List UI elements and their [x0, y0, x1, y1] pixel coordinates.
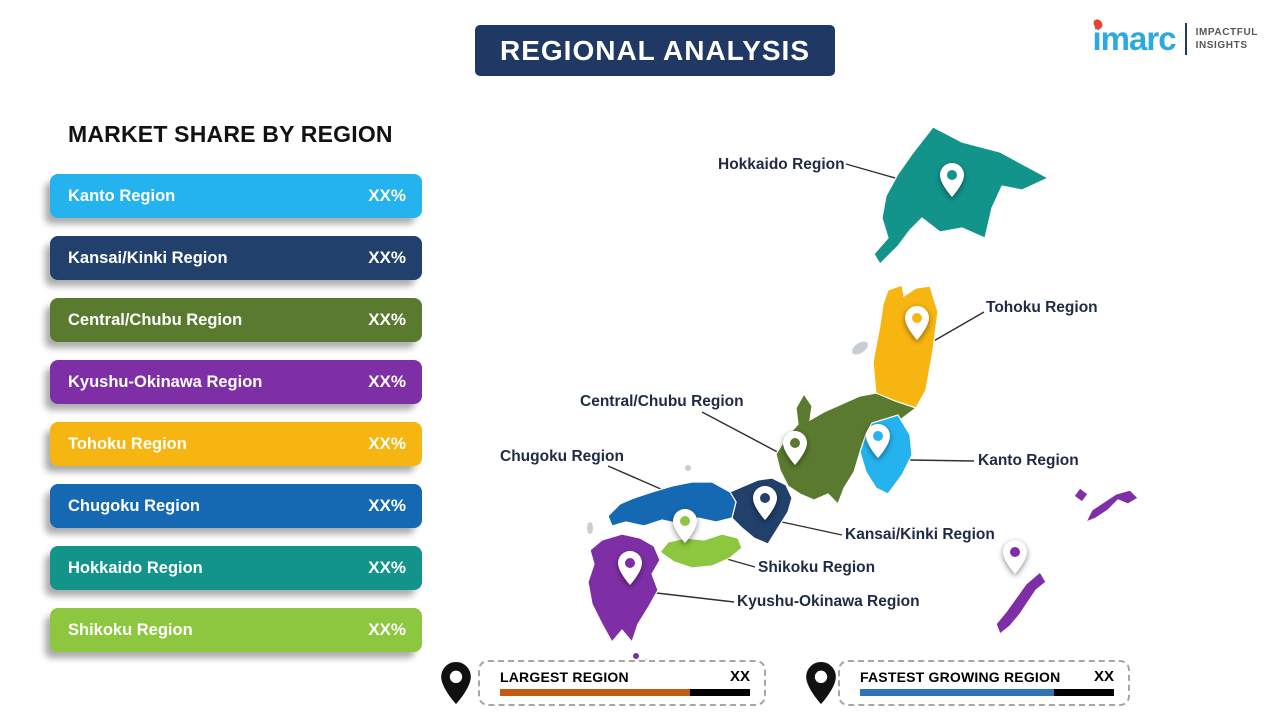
share-bar-label: Hokkaido Region [68, 558, 203, 577]
pin-chubu [783, 431, 807, 465]
leader-kanto [909, 459, 975, 462]
pin-kanto [866, 424, 890, 458]
map-label-kanto: Kanto Region [978, 452, 1079, 469]
map-island-sado [852, 341, 868, 355]
map-island-tsushima [587, 522, 593, 534]
pin-kyushu [618, 551, 642, 585]
japan-map [587, 126, 1139, 665]
fastest-region-value: XX [1093, 668, 1114, 685]
map-island-oki [685, 465, 691, 471]
fastest-region-pin-icon [806, 662, 836, 704]
map-region-hokkaido [873, 126, 1050, 265]
logo-tagline-line2: INSIGHTS [1195, 39, 1248, 51]
fastest-region-bar-main [860, 689, 1054, 696]
pin-okinawa [1003, 540, 1027, 574]
fastest-region-label: FASTEST GROWING REGION [860, 668, 1061, 685]
leader-kansai [781, 521, 843, 536]
imarc-logo-wordmark: imarc [1091, 17, 1177, 57]
share-bar-value: XX% [368, 496, 406, 515]
leader-chugoku [607, 465, 671, 494]
logo-divider [1184, 22, 1187, 55]
map-label-tohoku: Tohoku Region [986, 299, 1098, 316]
share-bar-hokkaido: Hokkaido Region XX% [50, 546, 422, 590]
pin-kansai [753, 486, 777, 520]
largest-region-bar-tail [690, 689, 750, 696]
leader-chubu [701, 411, 786, 457]
share-bar-kanto: Kanto Region XX% [50, 174, 422, 218]
share-bar-kansai: Kansai/Kinki Region XX% [50, 236, 422, 280]
share-bar-label: Chugoku Region [68, 496, 200, 515]
map-region-kyushu [587, 533, 661, 644]
map-label-kyushu-okinawa: Kyushu-Okinawa Region [737, 593, 920, 610]
largest-region-label: LARGEST REGION [500, 668, 629, 685]
map-label-shikoku: Shikoku Region [758, 559, 876, 576]
map-region-tohoku [872, 284, 939, 409]
share-bar-value: XX% [368, 310, 406, 329]
map-island-okinawa [995, 571, 1047, 635]
share-bar-value: XX% [368, 620, 406, 639]
largest-region-legend: LARGEST REGION XX [478, 660, 766, 706]
share-bar-label: Kyushu-Okinawa Region [68, 372, 263, 391]
logo-tagline-line1: IMPACTFUL [1195, 26, 1258, 38]
largest-region-bar [500, 689, 750, 696]
map-label-kansai: Kansai/Kinki Region [845, 526, 995, 543]
leader-kyushu [647, 591, 735, 603]
fastest-region-legend: FASTEST GROWING REGION XX [838, 660, 1130, 706]
share-bar-value: XX% [368, 186, 406, 205]
fastest-region-bar-tail [1053, 689, 1114, 696]
share-bar-value: XX% [368, 372, 406, 391]
share-bar-label: Tohoku Region [68, 434, 187, 453]
pin-hokkaido [940, 163, 964, 197]
map-island-south-kyushu [633, 653, 639, 659]
map-islands-amami [1084, 489, 1139, 524]
share-bar-value: XX% [368, 434, 406, 453]
largest-region-bar-main [500, 689, 691, 696]
page-title: REGIONAL ANALYSIS [499, 34, 810, 66]
logo-brand-text: imarc [1092, 20, 1177, 57]
pin-shikoku [673, 509, 697, 543]
largest-region-value: XX [729, 668, 750, 685]
market-share-heading: MARKET SHARE BY REGION [68, 121, 393, 147]
market-share-list: Kanto Region XX% Kansai/Kinki Region XX%… [50, 174, 422, 670]
share-bar-shikoku: Shikoku Region XX% [50, 608, 422, 652]
share-bar-value: XX% [368, 248, 406, 267]
share-bar-label: Shikoku Region [68, 620, 193, 639]
fastest-region-bar [860, 689, 1114, 696]
leader-tohoku [931, 311, 985, 343]
map-label-chugoku: Chugoku Region [500, 448, 624, 465]
pin-tohoku [905, 306, 929, 340]
share-bar-chubu: Central/Chubu Region XX% [50, 298, 422, 342]
map-label-hokkaido: Hokkaido Region [718, 156, 845, 173]
map-region-chugoku [607, 481, 737, 527]
share-bar-label: Central/Chubu Region [68, 310, 243, 329]
share-bar-tohoku: Tohoku Region XX% [50, 422, 422, 466]
map-region-shikoku [659, 533, 743, 569]
largest-region-pin-icon [441, 662, 471, 704]
share-bar-label: Kanto Region [68, 186, 176, 205]
map-island-amami-2 [1073, 487, 1089, 503]
share-bar-chugoku: Chugoku Region XX% [50, 484, 422, 528]
share-bar-kyushu-okinawa: Kyushu-Okinawa Region XX% [50, 360, 422, 404]
page-title-banner: REGIONAL ANALYSIS [475, 25, 835, 76]
share-bar-label: Kansai/Kinki Region [68, 248, 228, 267]
map-label-chubu: Central/Chubu Region [580, 393, 744, 410]
logo-tagline: IMPACTFUL INSIGHTS [1196, 27, 1258, 51]
share-bar-value: XX% [368, 558, 406, 577]
imarc-logo: imarc IMPACTFUL INSIGHTS [1091, 17, 1259, 57]
